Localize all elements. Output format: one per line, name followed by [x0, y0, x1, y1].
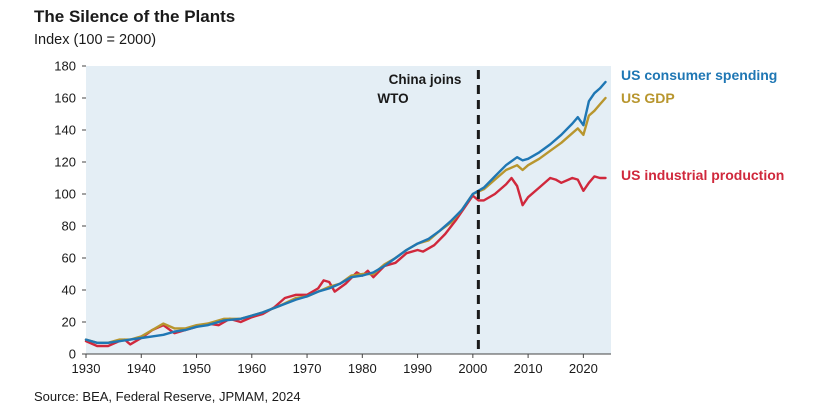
y-tick-label: 20: [62, 315, 76, 330]
series-label-industrial-production: US industrial production: [621, 167, 784, 183]
x-tick-label: 1930: [72, 361, 101, 376]
x-tick-label: 2000: [458, 361, 487, 376]
x-tick-label: 2020: [569, 361, 598, 376]
y-axis: 0 20 40 60 80 100 120 140 160 180: [54, 59, 86, 362]
source-note: Source: BEA, Federal Reserve, JPMAM, 202…: [34, 389, 301, 404]
x-tick-label: 1950: [182, 361, 211, 376]
wto-annotation-line-1: China joins: [389, 72, 462, 87]
y-tick-label: 60: [62, 251, 76, 266]
x-tick-label: 1960: [237, 361, 266, 376]
x-tick-label: 2010: [514, 361, 543, 376]
x-tick-label: 1990: [403, 361, 432, 376]
series-label-gdp: US GDP: [621, 90, 675, 106]
plot-area: [86, 66, 611, 354]
y-tick-label: 160: [54, 91, 76, 106]
y-tick-label: 40: [62, 283, 76, 298]
chart-title: The Silence of the Plants: [34, 7, 236, 26]
y-tick-label: 120: [54, 155, 76, 170]
series-line-us-consumer-spending: [84, 80, 607, 344]
x-tick-label: 1940: [127, 361, 156, 376]
x-tick-label: 1970: [293, 361, 322, 376]
y-tick-label: 100: [54, 187, 76, 202]
x-tick-label: 1980: [348, 361, 377, 376]
series-layer: [84, 80, 607, 348]
y-tick-label: 140: [54, 123, 76, 138]
series-label-consumer-spending: US consumer spending: [621, 67, 777, 83]
y-tick-label: 0: [69, 347, 76, 362]
y-tick-label: 80: [62, 219, 76, 234]
x-axis: 1930 1940 1950 1960 1970 1980 1990 2000 2010 2020: [72, 354, 598, 376]
wto-annotation-line-2: WTO: [377, 91, 408, 106]
chart-subtitle: Index (100 = 2000): [34, 32, 157, 48]
y-tick-label: 180: [54, 59, 76, 74]
